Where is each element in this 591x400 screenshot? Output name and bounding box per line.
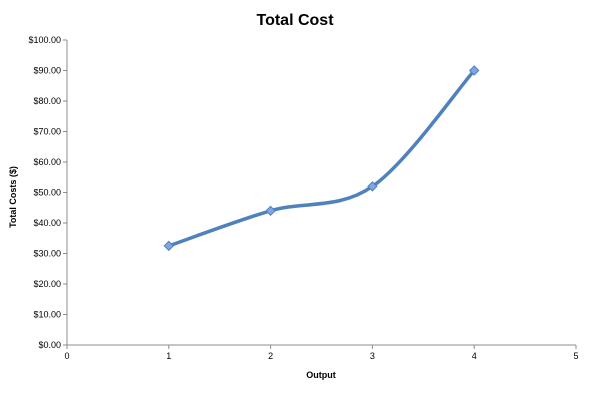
data-point-marker: [265, 205, 276, 217]
x-tick-label: 3: [370, 351, 375, 361]
y-tick-label: $100.00: [28, 35, 61, 45]
y-tick-label: $0.00: [38, 340, 61, 350]
y-tick-label: $90.00: [33, 66, 61, 76]
y-tick-label: $80.00: [33, 96, 61, 106]
y-axis-label: Total Costs ($): [8, 166, 18, 228]
x-axis-label: Output: [306, 370, 336, 380]
x-tick-label: 1: [166, 351, 171, 361]
y-tick-label: $70.00: [33, 127, 61, 137]
data-point-marker: [367, 181, 378, 192]
x-tick-label: 5: [573, 351, 578, 361]
y-tick-label: $40.00: [33, 218, 61, 228]
y-tick-label: $30.00: [33, 249, 61, 259]
x-tick-label: 4: [472, 351, 477, 361]
series-line: [167, 68, 476, 248]
x-tick-label: 0: [64, 351, 69, 361]
data-point-marker: [163, 240, 175, 252]
y-tick-label: $10.00: [33, 310, 61, 320]
data-point-marker: [468, 65, 480, 76]
y-tick-label: $60.00: [33, 157, 61, 167]
y-tick-label: $50.00: [33, 188, 61, 198]
y-tick-label: $20.00: [33, 279, 61, 289]
x-tick-label: 2: [268, 351, 273, 361]
chart-title: Total Cost: [256, 12, 334, 29]
